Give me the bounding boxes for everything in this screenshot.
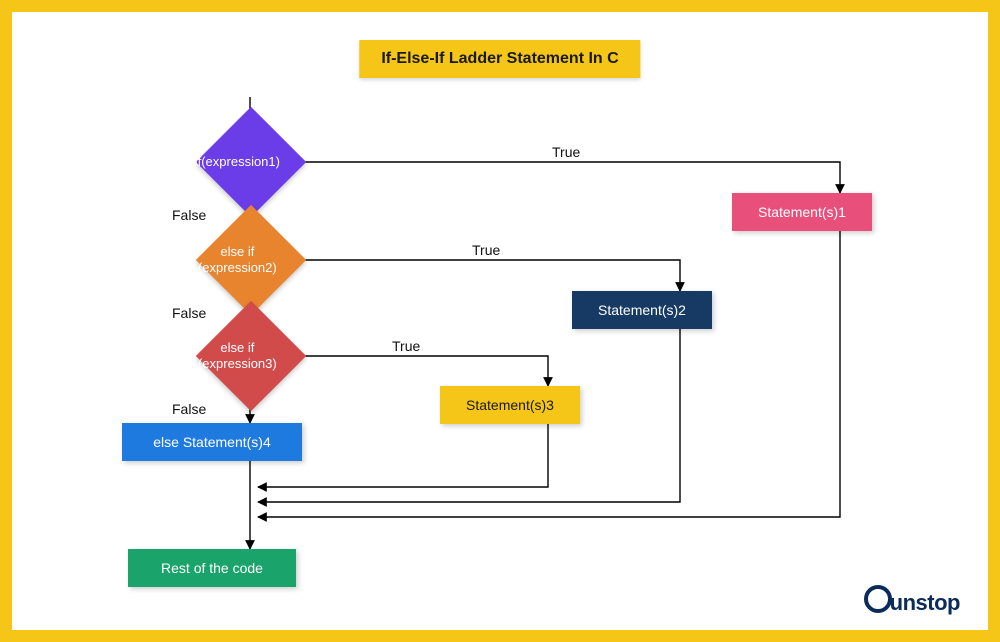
- decision-label: else if(expression2): [185, 244, 290, 277]
- brand-logo: unstop: [864, 585, 960, 616]
- edge-d1-s1: [290, 162, 840, 193]
- edge-label-d3-s3: True: [392, 338, 420, 354]
- diagram-frame: If-Else-If Ladder Statement In C if(expr…: [0, 0, 1000, 642]
- edge-label-d1-d2: False: [172, 207, 206, 223]
- edge-d2-s2: [290, 260, 680, 291]
- decision-d2: else if(expression2): [212, 221, 290, 299]
- edge-s1-merge: [258, 231, 840, 517]
- edge-label-d1-s1: True: [552, 144, 580, 160]
- decision-d3: else if(expression3): [212, 317, 290, 395]
- diagram-title: If-Else-If Ladder Statement In C: [359, 40, 640, 78]
- process-s2: Statement(s)2: [572, 291, 712, 329]
- process-r4: else Statement(s)4: [122, 423, 302, 461]
- decision-label: if(expression1): [185, 154, 290, 170]
- decision-d1: if(expression1): [212, 123, 290, 201]
- process-s1: Statement(s)1: [732, 193, 872, 231]
- edge-label-d2-d3: False: [172, 305, 206, 321]
- logo-text: unstop: [890, 590, 960, 615]
- edge-label-d2-s2: True: [472, 242, 500, 258]
- edge-d3-s3: [290, 356, 548, 386]
- process-end: Rest of the code: [128, 549, 296, 587]
- process-s3: Statement(s)3: [440, 386, 580, 424]
- edge-label-d3-r4: False: [172, 401, 206, 417]
- logo-ring-icon: [864, 585, 892, 613]
- flow-edges: [12, 12, 988, 630]
- decision-label: else if(expression3): [185, 340, 290, 373]
